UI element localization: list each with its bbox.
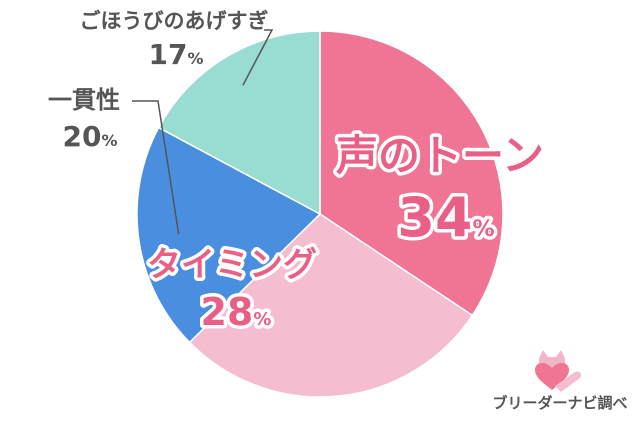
slice-percent-value-voice-tone: 34 [397, 186, 472, 249]
slice-label-timing: タイミング [147, 245, 317, 285]
slice-percent-too-many-rewards: 17% [149, 38, 204, 71]
slice-percent-sign-voice-tone: % [473, 217, 495, 242]
pie-slices [136, 30, 504, 398]
slice-consistency [136, 126, 322, 344]
slice-timing [188, 213, 474, 398]
leader-lines [132, 29, 274, 235]
slice-percent-sign-too-many-rewards: % [187, 49, 203, 68]
slice-percent-value-consistency: 20 [63, 120, 102, 153]
slice-percent-value-timing: 28 [201, 290, 254, 334]
credit-text: ブリーダーナビ調べ [492, 394, 627, 412]
slice-percent-voice-tone: 34% [397, 186, 494, 249]
slice-label-consistency: 一貫性 [48, 86, 120, 114]
cat-heart-logo-icon [535, 350, 582, 392]
slice-label-too-many-rewards: ごほうびのあげすぎ [80, 9, 269, 33]
leader-line-consistency [132, 100, 180, 235]
slice-percent-timing: 28% [201, 290, 272, 334]
slice-percent-sign-consistency: % [101, 131, 117, 150]
slice-percent-consistency: 20% [63, 120, 118, 153]
slice-percent-sign-timing: % [253, 309, 271, 330]
slice-percent-value-too-many-rewards: 17 [149, 38, 188, 71]
slice-too-many-rewards [157, 30, 321, 216]
slice-label-voice-tone: 声のトーン [336, 131, 544, 180]
leader-line-too-many-rewards [242, 29, 274, 86]
